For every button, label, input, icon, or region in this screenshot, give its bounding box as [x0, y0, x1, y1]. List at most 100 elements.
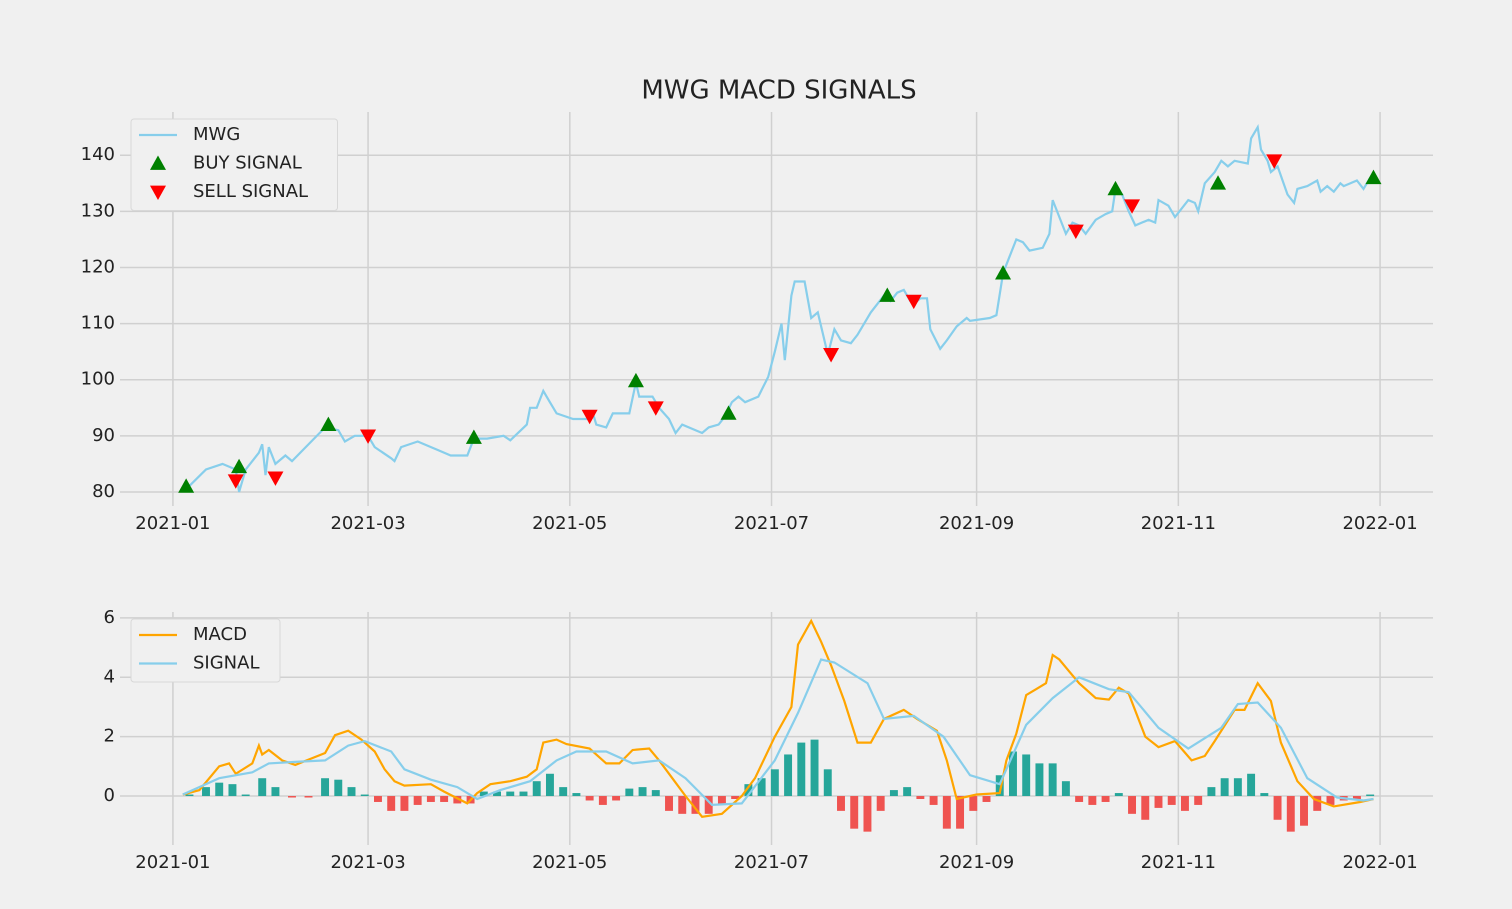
- histogram-bar: [1313, 796, 1322, 811]
- histogram-bar: [612, 796, 621, 801]
- y-tick-label: 120: [81, 256, 115, 277]
- histogram-bar: [757, 778, 766, 797]
- histogram-bar: [929, 796, 938, 805]
- legend-box: [130, 118, 338, 211]
- histogram-bar: [823, 769, 832, 797]
- signal-marker: [647, 401, 664, 416]
- histogram-bar: [506, 791, 515, 797]
- y-tick-label: 0: [104, 785, 115, 806]
- y-tick-label: 6: [104, 607, 115, 628]
- histogram-bar: [916, 796, 925, 799]
- histogram-bar: [185, 794, 194, 797]
- x-tick-label: 2021-05: [532, 852, 607, 873]
- histogram-bar: [969, 796, 978, 811]
- signal-marker: [905, 294, 922, 310]
- histogram-bar: [1141, 796, 1150, 820]
- histogram-bar: [304, 796, 313, 798]
- histogram-bar: [598, 796, 607, 805]
- histogram-bar: [625, 788, 634, 797]
- signal-marker: [1365, 169, 1382, 185]
- signal-marker: [823, 348, 840, 363]
- histogram-bar: [453, 796, 462, 804]
- signal-marker: [360, 429, 377, 444]
- histogram-bar: [731, 796, 740, 799]
- signal-marker: [1067, 224, 1084, 239]
- signal-marker: [720, 405, 737, 420]
- histogram-bar: [532, 781, 541, 797]
- histogram-bar: [770, 769, 779, 797]
- histogram-bar: [413, 796, 422, 805]
- histogram-bar: [321, 778, 330, 797]
- chart-title: MWG MACD SIGNALS: [641, 76, 916, 106]
- legend-marker: [150, 155, 166, 170]
- histogram-bar: [810, 739, 819, 797]
- histogram-bar: [1167, 796, 1176, 805]
- histogram-bar: [1220, 778, 1229, 797]
- histogram-bar: [982, 796, 991, 802]
- histogram-bar: [215, 782, 224, 797]
- histogram-bar: [400, 796, 409, 811]
- legend-label: MWG: [193, 124, 240, 145]
- histogram-bar: [1207, 787, 1216, 797]
- histogram-bar: [374, 796, 382, 802]
- series-line: [182, 658, 1374, 807]
- subplot: 2021-01 2021-03 2021-05 2021-07 2021-09 2021-…: [81, 112, 1433, 534]
- histogram-bar: [889, 790, 898, 797]
- signal-marker: [879, 287, 896, 302]
- histogram-bar: [942, 796, 951, 829]
- histogram-bar: [837, 796, 845, 811]
- histogram-bar: [1366, 794, 1375, 797]
- legend-label: MACD: [193, 624, 247, 645]
- histogram-bar: [1061, 781, 1070, 797]
- histogram-bar: [1247, 773, 1256, 797]
- signal-marker: [1107, 180, 1124, 196]
- x-tick-label: 2021-03: [330, 513, 405, 534]
- histogram-bar: [1088, 796, 1097, 805]
- y-tick-label: 80: [92, 481, 115, 502]
- y-tick-label: 140: [81, 144, 115, 165]
- histogram-bar: [1273, 796, 1282, 820]
- histogram-bar: [876, 796, 885, 811]
- histogram-bar: [1075, 796, 1084, 802]
- histogram-bar: [797, 742, 806, 797]
- x-tick-label: 2021-05: [532, 513, 607, 534]
- y-tick-label: 2: [104, 726, 115, 747]
- histogram-bar: [228, 784, 237, 797]
- histogram-bar: [202, 787, 210, 797]
- histogram-bar: [1180, 796, 1189, 811]
- signal-marker: [1124, 199, 1141, 214]
- x-tick-label: 2022-01: [1342, 852, 1417, 873]
- legend-label: SELL SIGNAL: [193, 181, 308, 202]
- histogram-bar: [387, 796, 396, 811]
- histogram-bar: [426, 796, 435, 802]
- histogram-bar: [572, 793, 581, 797]
- y-tick-label: 100: [81, 369, 115, 390]
- histogram-bar: [1194, 796, 1203, 805]
- histogram-bar: [479, 791, 488, 797]
- histogram-bar: [1035, 763, 1044, 797]
- y-tick-label: 4: [104, 666, 115, 687]
- histogram-bar: [717, 796, 726, 805]
- legend-marker: [150, 185, 166, 200]
- histogram-bar: [863, 796, 872, 832]
- x-tick-label: 2021-11: [1141, 513, 1216, 534]
- x-tick-label: 2021-11: [1141, 852, 1216, 873]
- signal-marker: [465, 429, 482, 444]
- histogram-bar: [585, 796, 594, 801]
- subplot: 2021-01 2021-03 2021-05 2021-07 2021-09 2021-…: [104, 607, 1433, 873]
- histogram-bar: [691, 796, 700, 814]
- histogram-bar: [360, 794, 369, 797]
- histogram-bar: [1009, 751, 1017, 797]
- histogram-bar: [638, 787, 647, 797]
- histogram-bar: [651, 790, 660, 797]
- histogram-bar: [1260, 793, 1269, 797]
- signal-marker: [267, 471, 284, 486]
- histogram-bar: [1352, 796, 1361, 799]
- histogram-bar: [784, 754, 793, 797]
- histogram-bar: [850, 796, 859, 829]
- histogram-bar: [241, 794, 250, 797]
- histogram-bar: [288, 796, 296, 798]
- histogram-bar: [271, 787, 280, 797]
- histogram-bar: [334, 779, 343, 797]
